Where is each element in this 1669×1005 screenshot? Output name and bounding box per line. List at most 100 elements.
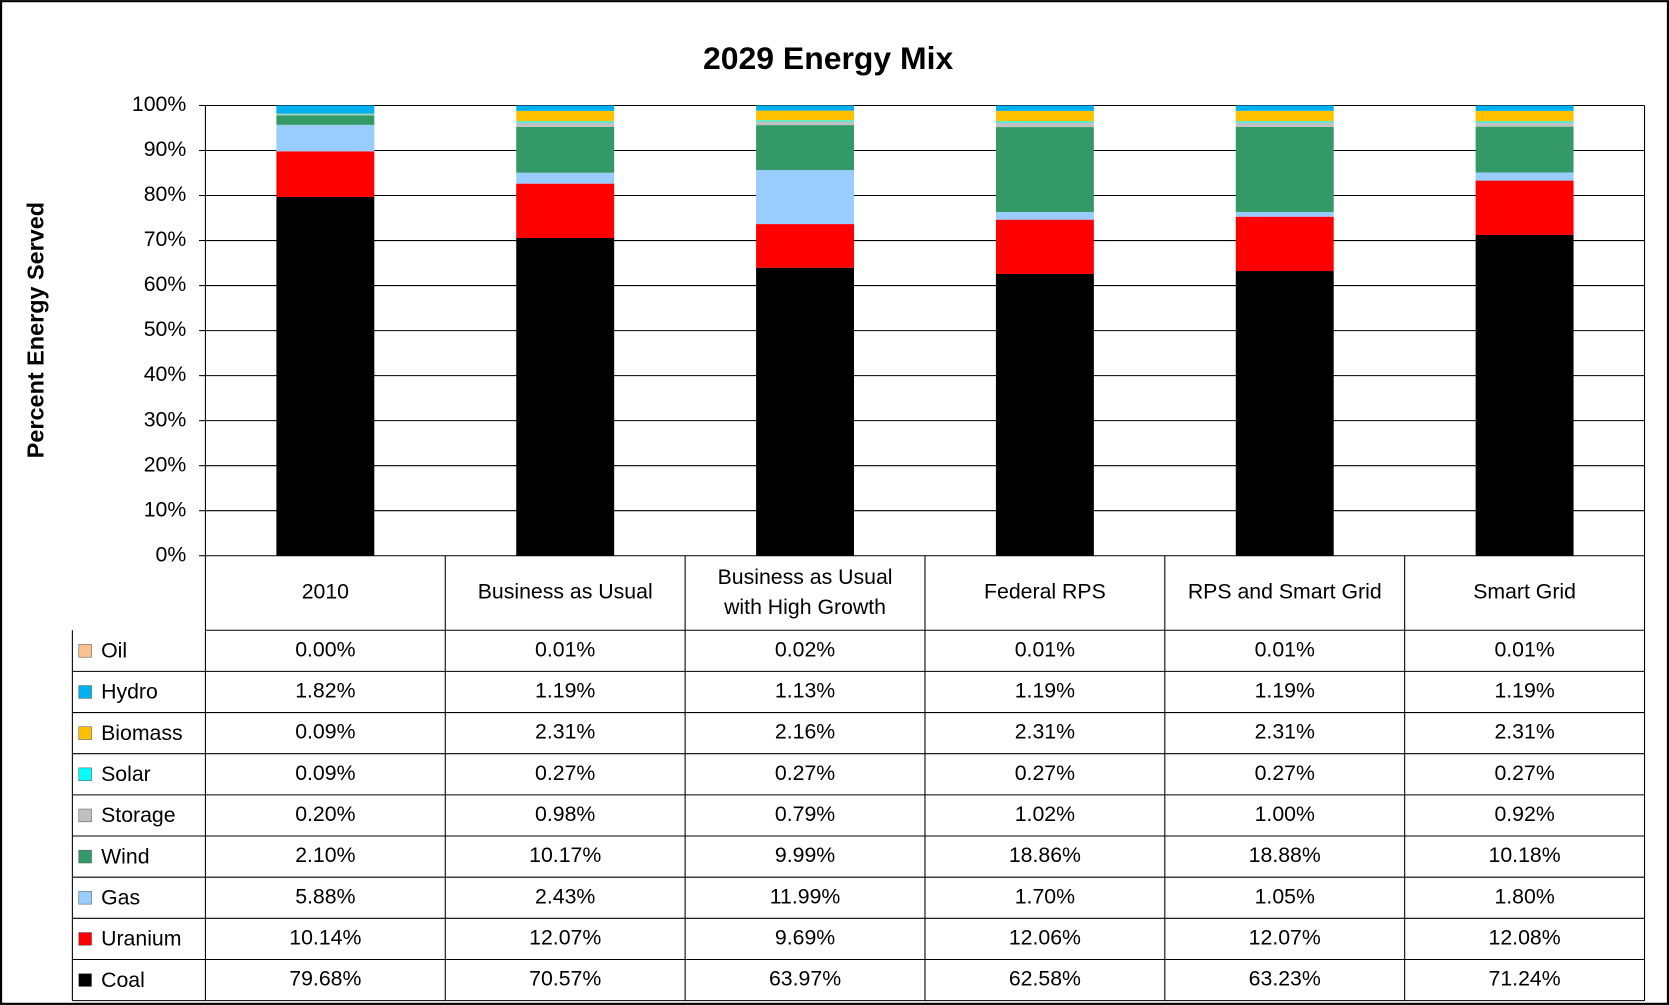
table-value: 12.06% <box>1009 926 1081 950</box>
bar-segment <box>995 121 1094 123</box>
bar-segment <box>276 151 375 197</box>
bar-segment <box>516 237 615 556</box>
table-value: 0.27% <box>1255 761 1315 785</box>
legend-swatch <box>78 891 92 905</box>
bar-segment <box>1475 234 1574 556</box>
table-value: 70.57% <box>529 967 601 991</box>
table-value: 12.08% <box>1489 926 1561 950</box>
bar-segment <box>1475 180 1574 235</box>
bar-segment <box>1475 122 1574 127</box>
table-value: 0.01% <box>1494 637 1554 661</box>
legend-swatch <box>78 849 92 864</box>
x-tick-label: Business as Usual <box>478 580 653 604</box>
table-value: 0.79% <box>775 802 835 826</box>
legend-swatch <box>78 932 92 946</box>
bar-segment <box>995 219 1094 274</box>
bar-segment <box>276 105 375 114</box>
table-value: 2.31% <box>1255 720 1315 744</box>
legend-label: Oil <box>101 638 127 662</box>
bar-segment <box>1235 211 1334 217</box>
table-value: 1.80% <box>1494 884 1554 908</box>
x-tick-label: RPS and Smart Grid <box>1188 580 1382 604</box>
table-value: 0.27% <box>1494 761 1554 785</box>
bar-segment <box>756 224 855 268</box>
table-value: 2.43% <box>535 884 595 908</box>
bar-segment <box>995 122 1094 128</box>
bar-segment <box>516 122 615 127</box>
table-value: 5.88% <box>295 884 355 908</box>
y-tick-label: 80% <box>144 182 187 206</box>
table-value: 1.82% <box>295 679 355 703</box>
bar-segment <box>756 125 855 171</box>
table-value: 1.19% <box>1494 679 1554 703</box>
table-value: 18.86% <box>1009 843 1081 867</box>
bar-segment <box>516 121 615 123</box>
bar-segment <box>1235 216 1334 272</box>
bar-segment <box>756 121 855 126</box>
bar-segment <box>1235 122 1334 127</box>
table-value: 0.27% <box>535 761 595 785</box>
y-tick-label: 70% <box>144 227 187 251</box>
x-tick-label: Business as Usual with High Growth <box>718 565 893 619</box>
bar-segment <box>756 110 855 121</box>
table-value: 0.09% <box>295 761 355 785</box>
y-tick-label: 0% <box>156 542 187 566</box>
table-value: 2.16% <box>775 720 835 744</box>
bar-segment <box>1475 172 1574 181</box>
bar-segment <box>995 105 1094 111</box>
y-tick-label: 10% <box>144 497 187 521</box>
chart-title: 2029 Energy Mix <box>703 40 953 76</box>
bar-segment <box>756 267 855 556</box>
bar-segment <box>995 127 1094 213</box>
x-tick-label: Federal RPS <box>984 580 1106 604</box>
legend-label: Hydro <box>101 680 158 704</box>
bar-segment <box>276 115 375 125</box>
bar-segment <box>1235 110 1334 122</box>
bar-segment <box>756 170 855 225</box>
table-value: 1.19% <box>535 679 595 703</box>
bar-segment <box>1235 271 1334 556</box>
legend-swatch <box>78 726 92 740</box>
bar-segment <box>995 212 1094 220</box>
table-value: 2.31% <box>1494 720 1554 744</box>
table-value: 0.27% <box>775 761 835 785</box>
table-value: 1.13% <box>775 679 835 703</box>
bar-segment <box>516 110 615 122</box>
table-value: 1.00% <box>1255 802 1315 826</box>
y-axis-label: Percent Energy Served <box>22 202 48 458</box>
table-value: 18.88% <box>1249 843 1321 867</box>
legend-label: Biomass <box>101 721 183 745</box>
table-value: 0.00% <box>295 637 355 661</box>
bar-segment <box>276 196 375 556</box>
bar-segment <box>1475 126 1574 173</box>
y-tick-label: 40% <box>144 362 187 386</box>
table-value: 63.97% <box>769 967 841 991</box>
table-value: 0.09% <box>295 720 355 744</box>
legend-label: Coal <box>101 968 145 992</box>
y-tick-label: 90% <box>144 137 187 161</box>
legend-swatch <box>78 685 92 699</box>
table-value: 10.17% <box>529 843 601 867</box>
x-tick-label: Smart Grid <box>1473 580 1576 604</box>
legend-label: Storage <box>101 803 175 827</box>
y-tick-label: 60% <box>144 272 187 296</box>
table-value: 2.31% <box>1015 720 1075 744</box>
table-value: 0.20% <box>295 802 355 826</box>
table-value: 10.18% <box>1489 843 1561 867</box>
legend-label: Wind <box>101 844 149 868</box>
y-tick-label: 100% <box>132 92 186 116</box>
legend-label: Gas <box>101 885 140 909</box>
table-value: 71.24% <box>1489 967 1561 991</box>
table-value: 0.01% <box>535 637 595 661</box>
bar-segment <box>756 120 855 122</box>
legend-swatch <box>78 767 92 781</box>
y-tick-label: 50% <box>144 317 187 341</box>
table-value: 1.19% <box>1015 679 1075 703</box>
table-value: 12.07% <box>529 926 601 950</box>
table-value: 11.99% <box>770 884 841 908</box>
table-value: 9.99% <box>775 843 835 867</box>
bar-segment <box>995 273 1094 556</box>
bar-segment <box>516 126 615 173</box>
table-value: 10.14% <box>289 926 361 950</box>
